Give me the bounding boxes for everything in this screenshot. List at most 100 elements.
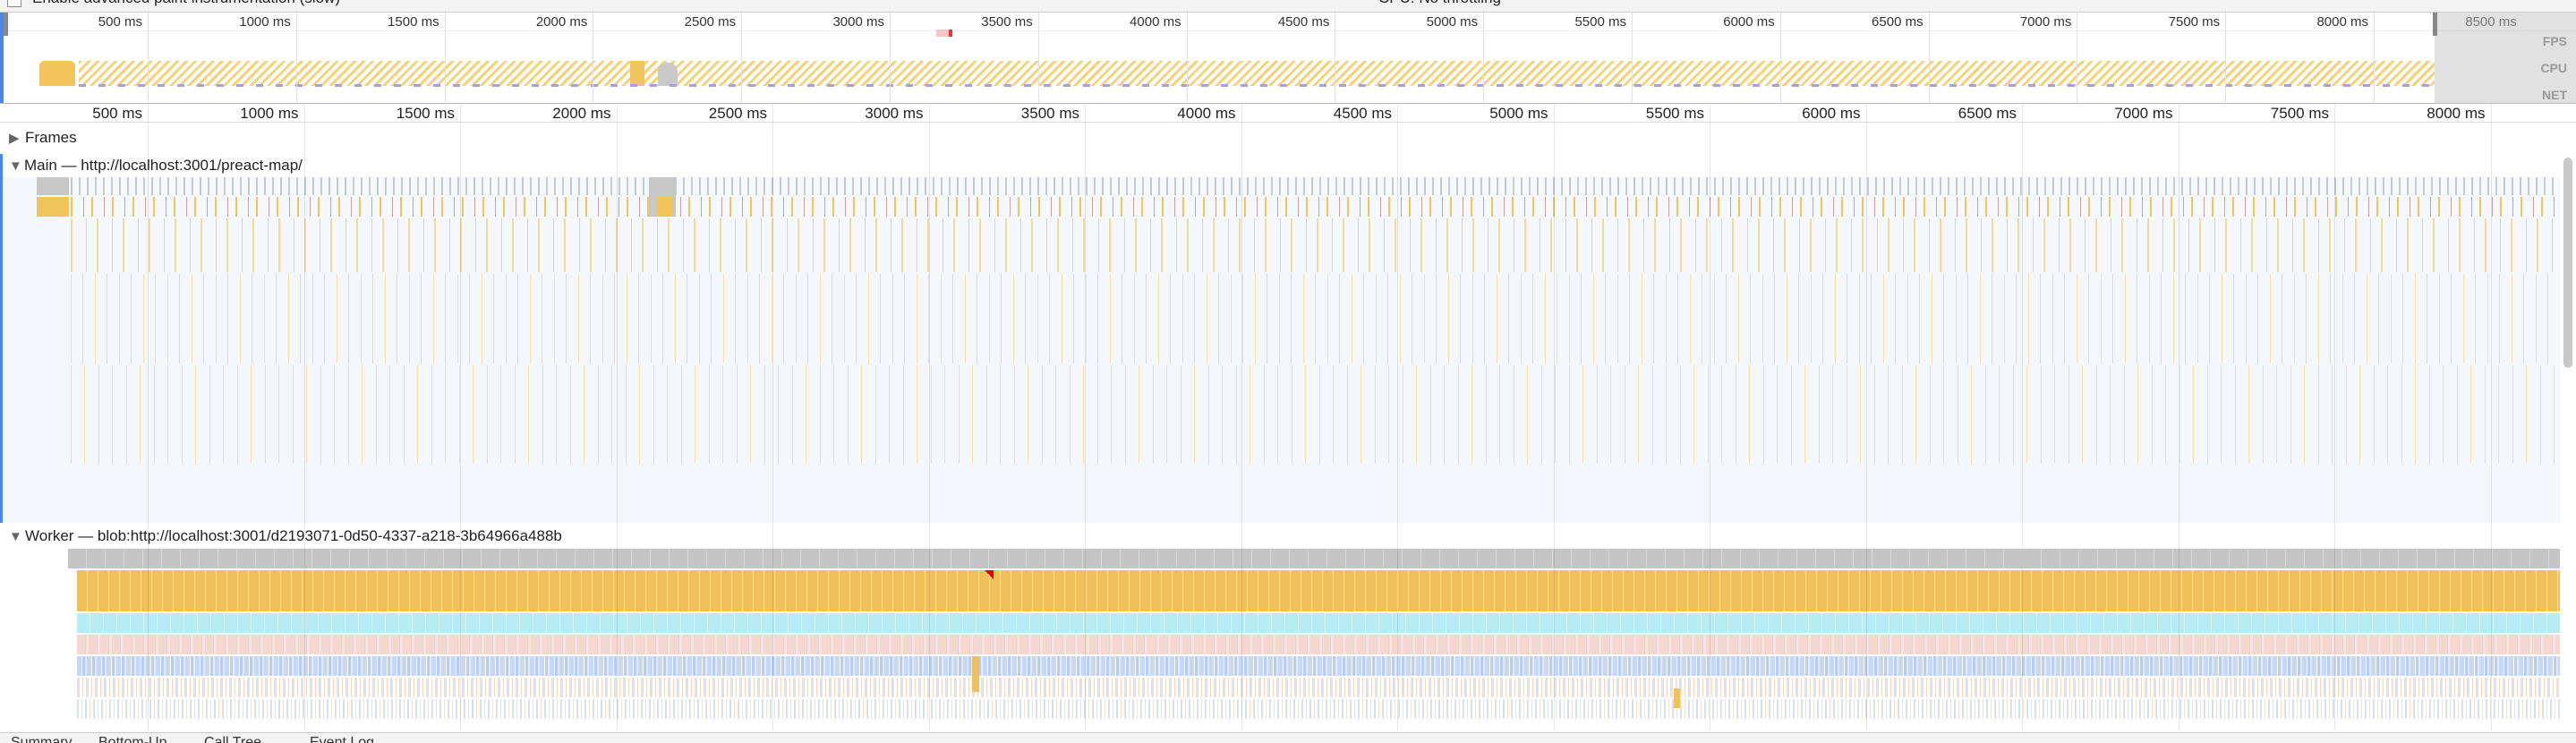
grid-line: [2225, 13, 2227, 103]
selection-handle[interactable]: [2433, 13, 2437, 36]
flame-row: [77, 699, 2560, 719]
grid-line: [2022, 104, 2023, 730]
tick-label: 8000 ms: [2427, 105, 2486, 122]
tab[interactable]: Call Tree: [204, 735, 262, 743]
cpu-burst: [658, 63, 678, 86]
grid-line: [1085, 104, 1086, 730]
tick-label: 2500 ms: [684, 14, 737, 30]
main-track[interactable]: ▼ Main — http://localhost:3001/preact-ma…: [3, 154, 2561, 523]
flame-row: [77, 678, 2560, 697]
lane-label: FPS: [2542, 34, 2567, 48]
fps-dip: [936, 30, 949, 37]
track-focus: [0, 154, 3, 523]
flame-row: [77, 570, 2560, 611]
grid-line: [444, 13, 446, 103]
tick-label: 7500 ms: [2168, 14, 2221, 30]
tick-label: 1500 ms: [388, 14, 439, 30]
tick-label: 5500 ms: [1645, 105, 1704, 122]
tick-label: 4000 ms: [1177, 105, 1236, 122]
grid-line: [1483, 13, 1485, 103]
grid-line: [1186, 13, 1188, 103]
flame-row: [77, 635, 2560, 654]
tick-label: 7000 ms: [2114, 105, 2173, 122]
grid-line: [295, 13, 297, 103]
tick-label: 2000 ms: [535, 14, 588, 30]
lane-label: CPU: [2540, 61, 2567, 75]
tick-label: 3500 ms: [1020, 105, 1079, 122]
tick-label: 3500 ms: [981, 14, 1033, 30]
tab[interactable]: Summary: [11, 735, 73, 743]
toolbar: Enable advanced paint instrumentation (s…: [0, 0, 2576, 13]
grid-line: [1553, 104, 1555, 730]
scrollbar[interactable]: [2563, 158, 2572, 368]
track-label[interactable]: Main — http://localhost:3001/preact-map/: [24, 157, 303, 174]
grid-line: [1928, 13, 1930, 103]
tick-label: 2500 ms: [708, 105, 767, 122]
grid-line: [616, 104, 618, 730]
cpu-other: [79, 84, 2435, 87]
cpu-burst: [39, 61, 75, 86]
grid-line: [148, 13, 149, 103]
tick-label: 2000 ms: [552, 105, 611, 122]
fps-dip: [949, 30, 952, 37]
tick-label: 500 ms: [98, 14, 142, 30]
tick-label: 6000 ms: [1802, 105, 1861, 122]
grid-line: [1632, 13, 1633, 103]
grid-line: [1779, 13, 1781, 103]
tick-label: 6500 ms: [1872, 14, 1923, 30]
flame-event: [1674, 688, 1680, 708]
grid-line: [772, 104, 773, 730]
paint-option[interactable]: Enable advanced paint instrumentation (s…: [32, 0, 340, 7]
grid-line: [1241, 104, 1242, 730]
flame-row: [68, 549, 2560, 568]
tick-label: 7500 ms: [2270, 105, 2329, 122]
grid-line: [741, 13, 743, 103]
tick-label: 6000 ms: [1723, 14, 1775, 30]
checkbox[interactable]: [7, 0, 21, 7]
cpu-throttling[interactable]: CPU: No throttling: [1378, 0, 1501, 7]
selection-handle[interactable]: [4, 13, 8, 36]
cpu-burst: [630, 61, 644, 86]
timeline-overview[interactable]: 500 ms 1000 ms 1500 ms 2000 ms 2500 ms 3000 m…: [0, 13, 2576, 104]
tick-label: 1000 ms: [240, 105, 299, 122]
tab[interactable]: Bottom-Up: [98, 735, 167, 743]
tick-label: 4500 ms: [1277, 14, 1330, 30]
tick-label: 8500 ms: [2465, 14, 2517, 30]
tick-label: 8000 ms: [2316, 14, 2368, 30]
worker-track[interactable]: ▼ Worker — blob:http://localhost:3001/d2…: [0, 525, 2576, 730]
grid-line: [148, 104, 149, 730]
time-ruler: 500 ms 1000 ms 1500 ms 2000 ms 2500 ms 3000 m…: [0, 104, 2576, 123]
grid-line: [928, 104, 930, 730]
tick-label: 500 ms: [92, 105, 142, 122]
tick-label: 4500 ms: [1333, 105, 1392, 122]
unselected-region: [2435, 13, 2576, 103]
flame-row: [77, 613, 2560, 633]
grid-line: [303, 104, 305, 730]
track-label[interactable]: Frames: [25, 129, 77, 146]
warning-marker[interactable]: [985, 570, 994, 579]
grid-line: [2490, 104, 2492, 730]
grid-line: [1397, 104, 1398, 730]
tick-label: 3000 ms: [865, 105, 924, 122]
selection-start[interactable]: [0, 13, 4, 103]
tick-label: 1000 ms: [239, 14, 291, 30]
tick-label: 5500 ms: [1574, 14, 1626, 30]
grid-line: [2334, 104, 2335, 730]
grid-line: [890, 13, 891, 103]
grid-line: [2521, 13, 2523, 103]
flame-row: [77, 656, 2560, 676]
details-tabs: Summary Bottom-Up Call Tree Event Log: [0, 732, 2576, 743]
track-label[interactable]: Worker — blob:http://localhost:3001/d219…: [25, 527, 562, 544]
tick-label: 4000 ms: [1130, 14, 1181, 30]
tick-label: 3000 ms: [832, 14, 884, 30]
cpu-chart: [79, 61, 2435, 86]
grid-line: [1865, 104, 1867, 730]
frames-track[interactable]: ▶ Frames: [9, 129, 77, 146]
tab[interactable]: Event Log: [310, 735, 375, 743]
tick-label: 6500 ms: [1958, 105, 2017, 122]
grid-line: [460, 104, 461, 730]
grid-line: [1037, 13, 1039, 103]
flame-chart: [3, 177, 2561, 523]
grid-line: [2374, 13, 2375, 103]
